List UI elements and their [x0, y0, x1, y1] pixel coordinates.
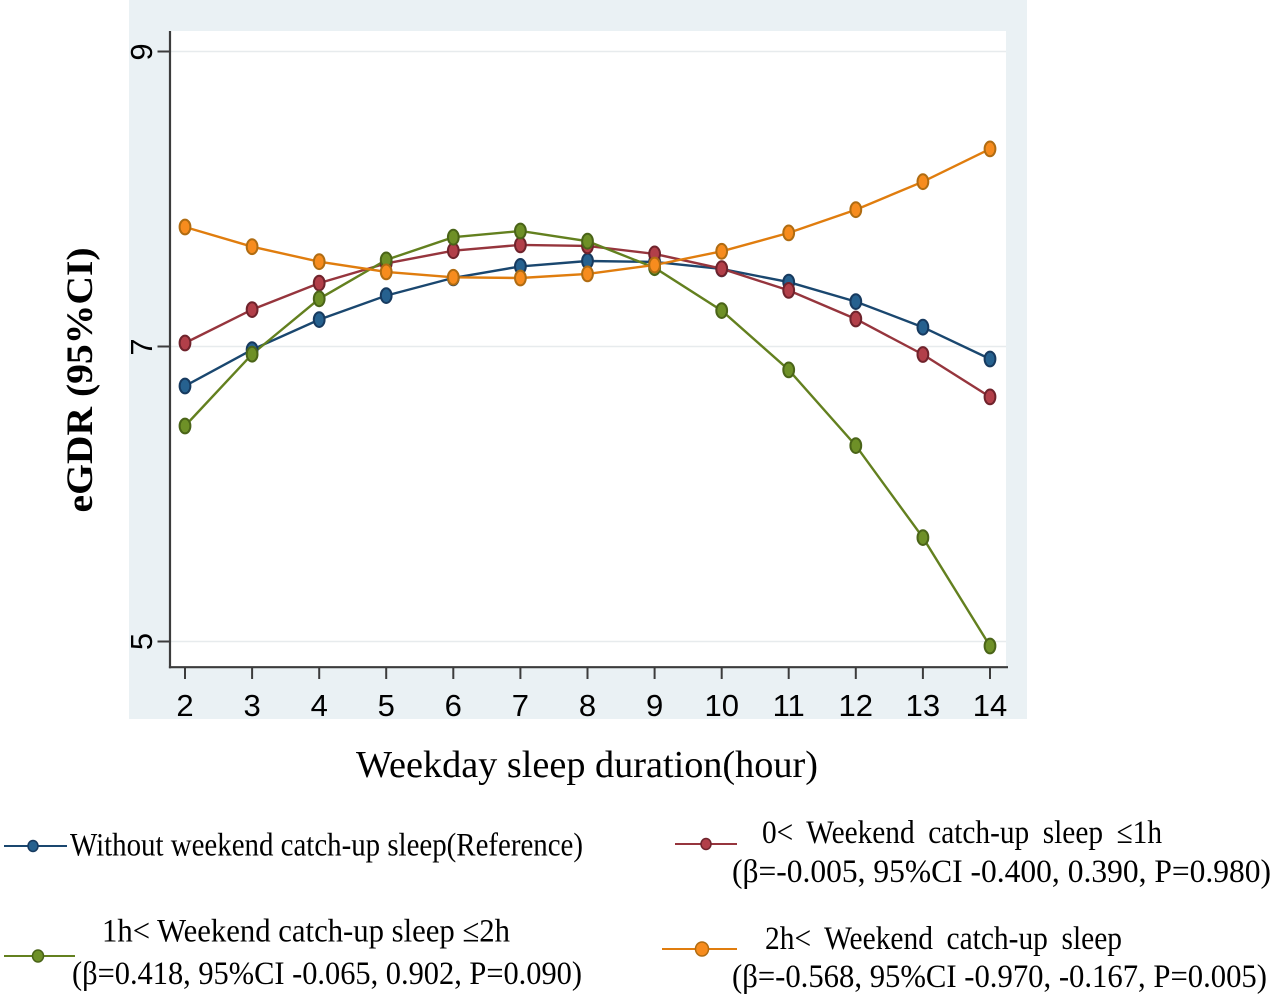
- svg-text:7: 7: [124, 338, 159, 355]
- svg-text:4: 4: [311, 688, 328, 723]
- svg-text:14: 14: [973, 688, 1007, 723]
- svg-text:7: 7: [512, 688, 529, 723]
- svg-text:0< Weekend catch-up sleep ≤1h: 0< Weekend catch-up sleep ≤1h: [762, 815, 1162, 851]
- svg-text:9: 9: [646, 688, 663, 723]
- svg-text:2: 2: [176, 688, 193, 723]
- svg-text:9: 9: [124, 43, 159, 60]
- svg-text:13: 13: [906, 688, 940, 723]
- svg-text:5: 5: [378, 688, 395, 723]
- svg-text:5: 5: [124, 633, 159, 650]
- svg-text:(β=0.418, 95%CI -0.065, 0.902,: (β=0.418, 95%CI -0.065, 0.902, P=0.090): [72, 956, 582, 992]
- svg-text:Weekday sleep duration(hour): Weekday sleep duration(hour): [356, 744, 818, 786]
- svg-text:eGDR (95%CI): eGDR (95%CI): [60, 248, 101, 513]
- svg-text:(β=-0.568, 95%CI -0.970, -0.16: (β=-0.568, 95%CI -0.970, -0.167, P=0.005…: [732, 959, 1267, 995]
- svg-text:10: 10: [704, 688, 738, 723]
- svg-text:12: 12: [839, 688, 873, 723]
- svg-text:8: 8: [579, 688, 596, 723]
- svg-text:Without weekend catch-up sleep: Without weekend catch-up sleep(Reference…: [70, 828, 583, 864]
- svg-text:11: 11: [773, 688, 805, 723]
- svg-text:6: 6: [445, 688, 462, 723]
- svg-text:3: 3: [243, 688, 260, 723]
- svg-text:(β=-0.005, 95%CI -0.400, 0.390: (β=-0.005, 95%CI -0.400, 0.390, P=0.980): [732, 854, 1271, 890]
- svg-text:2h< Weekend catch-up sleep: 2h< Weekend catch-up sleep: [765, 921, 1122, 957]
- svg-text:1h< Weekend catch-up sleep ≤2h: 1h< Weekend catch-up sleep ≤2h: [102, 914, 510, 950]
